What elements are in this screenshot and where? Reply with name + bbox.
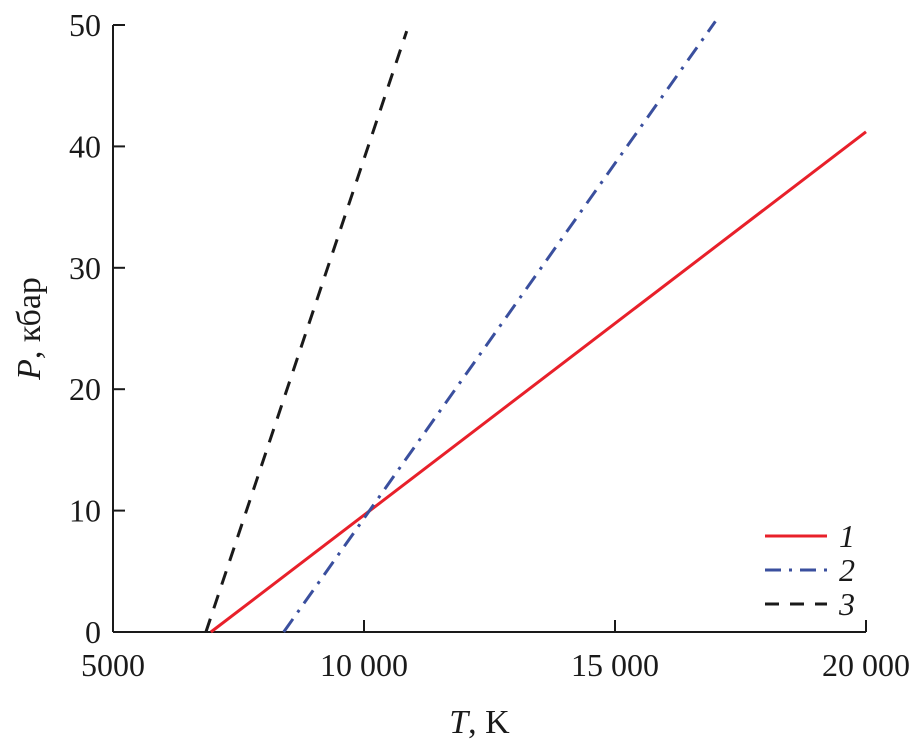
y-tick-label: 20 [69, 371, 101, 407]
x-tick-label: 15 000 [571, 647, 659, 683]
plot-series [204, 20, 867, 634]
legend-label-2: 2 [839, 552, 855, 588]
y-tick-label: 50 [69, 7, 101, 43]
legend-label-3: 3 [838, 586, 855, 622]
y-axis-title: P, кбар [11, 277, 48, 381]
y-tick-label: 10 [69, 493, 101, 529]
series-line-3 [204, 30, 409, 633]
x-tick-label: 10 000 [320, 647, 408, 683]
y-tick-label: 0 [85, 614, 101, 650]
x-axis-title: T, K [449, 704, 510, 741]
y-axis-title-unit: , кбар [11, 277, 48, 359]
x-tick-label: 20 000 [822, 647, 910, 683]
x-tick-label: 5000 [81, 647, 145, 683]
series-line-1 [209, 130, 867, 634]
y-tick-label: 30 [69, 250, 101, 286]
x-axis-title-unit: , K [468, 704, 510, 741]
x-axis-title-var: T [449, 704, 470, 741]
series-line-2 [282, 20, 717, 633]
legend-label-1: 1 [839, 518, 855, 554]
legend: 123 [765, 518, 855, 622]
y-axis-title-var: P [11, 359, 48, 381]
y-tick-label: 40 [69, 128, 101, 164]
